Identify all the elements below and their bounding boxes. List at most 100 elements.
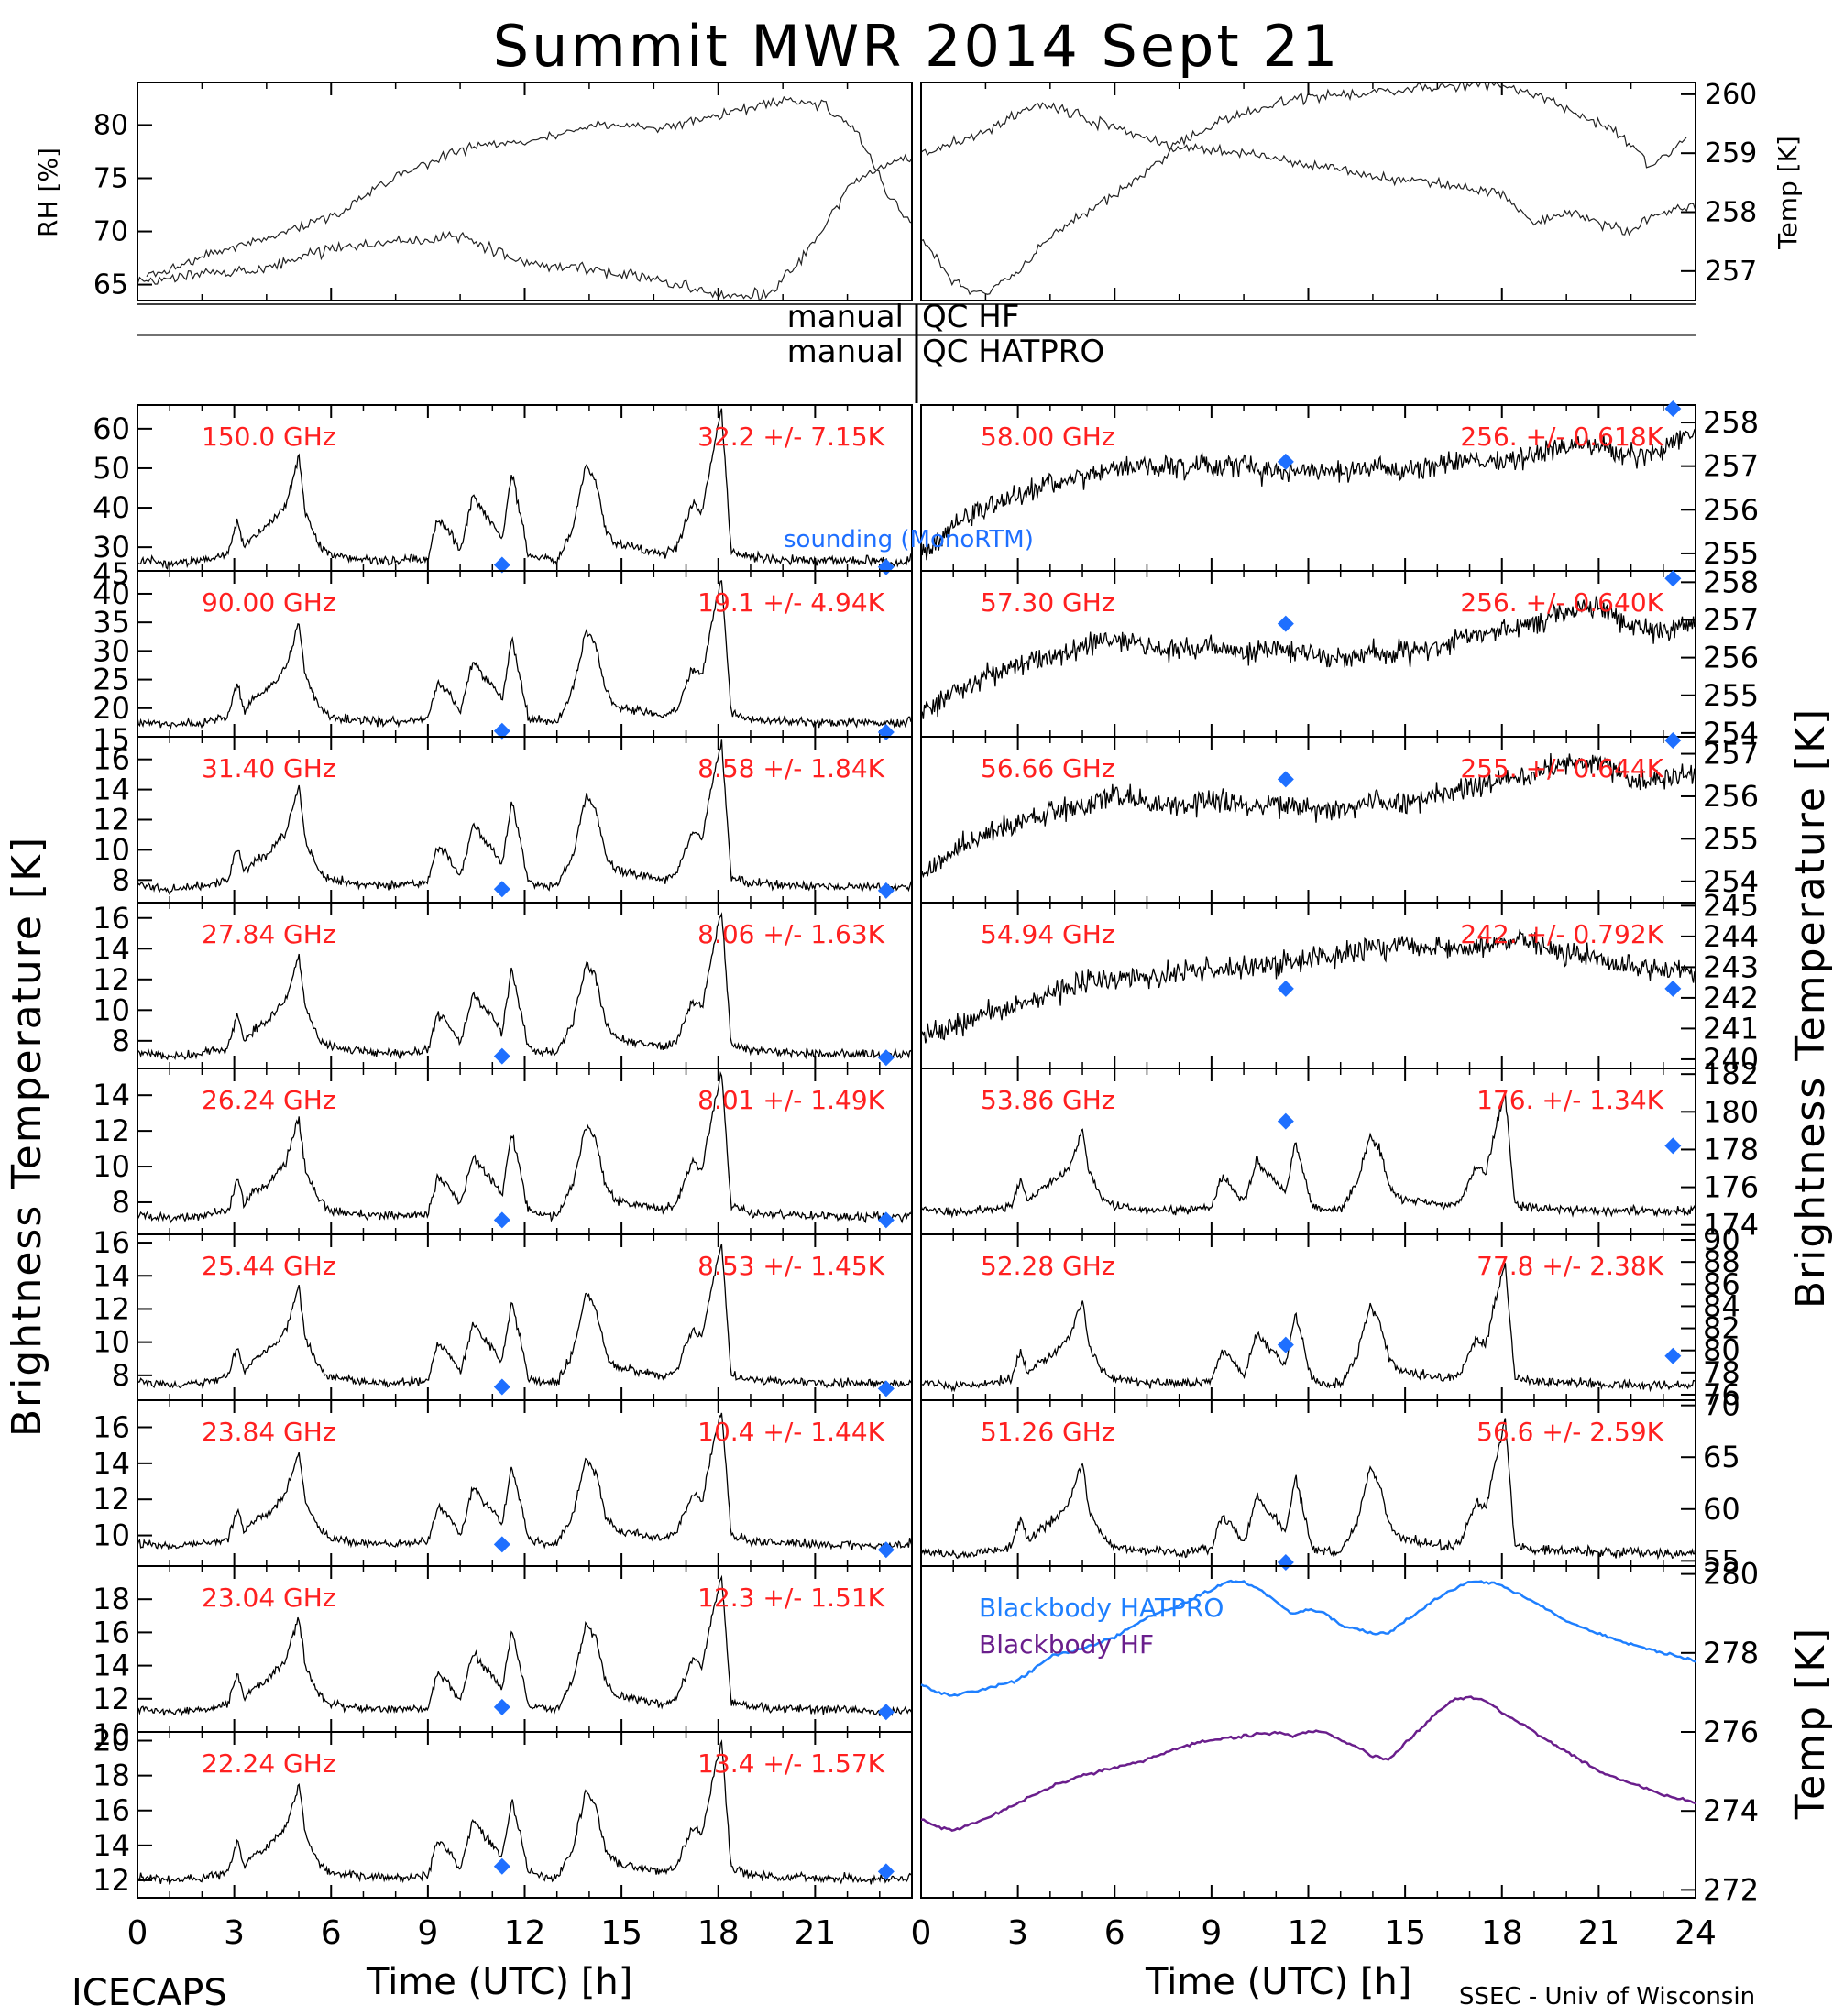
sounding-point xyxy=(493,556,510,574)
x-axis-label-right: Time (UTC) [h] xyxy=(1146,1961,1412,2003)
y-tick-label: 84 xyxy=(1703,1288,1740,1323)
temp-tick-label: 257 xyxy=(1705,256,1757,288)
y-tick-label: 10 xyxy=(93,992,130,1027)
y-tick-label: 40 xyxy=(93,576,130,611)
sounding-point xyxy=(1277,615,1294,632)
sounding-point xyxy=(1277,1554,1294,1571)
met-frame-right xyxy=(920,82,1696,301)
mask xyxy=(913,83,920,300)
y-tick-label: 14 xyxy=(93,1828,130,1863)
y-tick-label: 245 xyxy=(1703,888,1759,923)
channel-trace xyxy=(137,408,913,571)
sounding-point xyxy=(493,1698,510,1715)
y-tick-label: 14 xyxy=(93,1258,130,1293)
x-tick-label-left: 12 xyxy=(504,1914,546,1952)
y-tick-label: 35 xyxy=(93,605,130,640)
y-tick-label: 14 xyxy=(93,931,130,966)
y-tick-label: 174 xyxy=(1703,1208,1759,1243)
channel-trace xyxy=(920,752,1696,879)
y-tick-label: 30 xyxy=(93,633,130,668)
sounding-point xyxy=(877,1541,895,1559)
y-tick-label: 276 xyxy=(1703,1715,1759,1749)
channel-stats: 32.2 +/- 7.15K xyxy=(697,422,884,452)
y-tick-label: 16 xyxy=(93,901,130,936)
channel-stats: 8.06 +/- 1.63K xyxy=(697,919,884,949)
y-tick-label: 258 xyxy=(1703,564,1759,599)
y-tick-label: 244 xyxy=(1703,919,1759,954)
y-tick-label: 16 xyxy=(93,1225,130,1260)
x-axis-label-left: Time (UTC) [h] xyxy=(367,1961,633,2003)
channel-trace xyxy=(137,739,913,896)
y-tick-label: 80 xyxy=(1703,1333,1740,1368)
rh-tick-label: 75 xyxy=(93,162,128,194)
blackbody-axis-label: Temp [K] xyxy=(1787,1627,1833,1820)
channel-trace xyxy=(137,1244,913,1390)
channel-label: 26.24 GHz xyxy=(202,1085,336,1115)
y-tick-label: 55 xyxy=(1703,1543,1740,1578)
sounding-point xyxy=(1664,570,1682,587)
bottom-axis: 0 3 6 9 12 15 18 21 0 3 6 9 12 15 18 21 24 xyxy=(127,1914,1717,1952)
sounding-point xyxy=(493,1047,510,1065)
sounding-point xyxy=(877,1704,895,1721)
y-tick-label: 82 xyxy=(1703,1311,1740,1346)
sounding-point xyxy=(493,1378,510,1396)
y-tick-label: 176 xyxy=(1703,1170,1759,1205)
y-tick-label: 10 xyxy=(93,832,130,867)
y-tick-label: 40 xyxy=(93,490,130,525)
x-tick-label-right: 15 xyxy=(1384,1914,1426,1952)
y-tick-label: 12 xyxy=(93,1863,130,1898)
y-tick-label: 180 xyxy=(1703,1094,1759,1129)
x-tick-label-right: 18 xyxy=(1481,1914,1523,1952)
sounding-point xyxy=(877,1863,895,1880)
channel-label: 25.44 GHz xyxy=(202,1251,336,1281)
y-tick-label: 178 xyxy=(1703,1132,1759,1167)
channel-stats: 8.53 +/- 1.45K xyxy=(697,1251,884,1281)
sounding-point xyxy=(1664,1347,1682,1364)
sounding-point xyxy=(1277,771,1294,788)
y-tick-label: 76 xyxy=(1703,1377,1740,1412)
y-tick-label: 60 xyxy=(1703,1492,1740,1527)
channel-trace xyxy=(920,1418,1696,1561)
y-tick-label: 257 xyxy=(1703,737,1759,772)
y-tick-label: 10 xyxy=(93,1518,130,1553)
y-tick-label: 256 xyxy=(1703,641,1759,675)
legend-sounding: sounding (MonoRTM) xyxy=(784,526,1034,553)
y-tick-label: 12 xyxy=(93,962,130,997)
y-tick-label: 12 xyxy=(93,1291,130,1326)
y-tick-label: 12 xyxy=(93,803,130,838)
y-tick-label: 255 xyxy=(1703,678,1759,713)
sounding-point xyxy=(877,1211,895,1229)
channel-stats: 77.8 +/- 2.38K xyxy=(1476,1251,1663,1281)
blackbody-legend-label: Blackbody HATPRO xyxy=(979,1593,1224,1623)
y-tick-label: 16 xyxy=(93,1615,130,1649)
y-tick-label: 15 xyxy=(93,722,130,757)
channel-trace xyxy=(137,1574,913,1717)
temp-tick-label: 258 xyxy=(1705,197,1757,229)
channel-label: 51.26 GHz xyxy=(981,1417,1115,1447)
sounding-point xyxy=(1664,1137,1682,1155)
channel-trace xyxy=(920,1092,1696,1219)
y-tick-label: 70 xyxy=(1703,1388,1740,1423)
channel-trace xyxy=(137,1738,913,1885)
temp-axis-label: Temp [K] xyxy=(1773,136,1803,250)
x-tick-label-right: 6 xyxy=(1104,1914,1125,1952)
y-tick-label: 18 xyxy=(93,1759,130,1793)
channel-trace xyxy=(137,580,913,730)
x-tick-label-right: 21 xyxy=(1577,1914,1619,1952)
y-tick-label: 50 xyxy=(93,451,130,486)
y-tick-label: 16 xyxy=(93,742,130,777)
sounding-point xyxy=(1277,453,1294,470)
x-tick-label-left: 6 xyxy=(321,1914,342,1952)
x-tick-label-left: 15 xyxy=(600,1914,642,1952)
y-tick-label: 30 xyxy=(93,530,130,564)
channel-trace xyxy=(921,928,1696,1044)
y-tick-label: 254 xyxy=(1703,716,1759,751)
y-tick-label: 254 xyxy=(1703,864,1759,899)
